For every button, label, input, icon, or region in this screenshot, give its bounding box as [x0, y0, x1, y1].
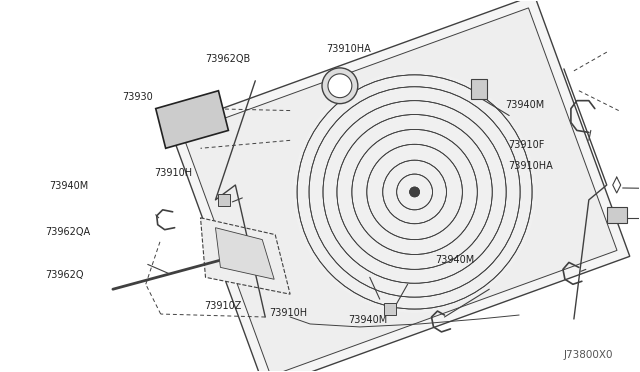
Text: 73910HA: 73910HA — [326, 44, 371, 54]
Circle shape — [410, 187, 420, 197]
Text: 73940M: 73940M — [349, 315, 388, 325]
Polygon shape — [471, 79, 487, 99]
Text: 73940M: 73940M — [505, 100, 544, 110]
Circle shape — [328, 74, 352, 98]
Text: J73800X0: J73800X0 — [564, 350, 613, 359]
Text: 73962QB: 73962QB — [205, 54, 250, 64]
Text: 73930: 73930 — [122, 92, 153, 102]
Text: 73910HA: 73910HA — [508, 161, 553, 171]
Text: 73910H: 73910H — [154, 168, 193, 178]
Text: 73940M: 73940M — [435, 255, 474, 265]
Polygon shape — [200, 218, 290, 294]
Text: 73910H: 73910H — [269, 308, 307, 318]
Text: 73962Q: 73962Q — [45, 270, 83, 280]
Circle shape — [410, 187, 420, 197]
Text: 73910F: 73910F — [508, 140, 545, 150]
Circle shape — [322, 68, 358, 104]
Polygon shape — [170, 0, 630, 372]
Polygon shape — [156, 91, 228, 148]
Text: 73910Z: 73910Z — [204, 301, 241, 311]
Text: 73940M: 73940M — [49, 181, 88, 191]
Circle shape — [293, 71, 536, 313]
Polygon shape — [182, 8, 617, 372]
Text: 73962QA: 73962QA — [45, 227, 90, 237]
Polygon shape — [218, 194, 230, 206]
Polygon shape — [216, 228, 274, 279]
Polygon shape — [384, 303, 396, 315]
Polygon shape — [607, 207, 627, 223]
